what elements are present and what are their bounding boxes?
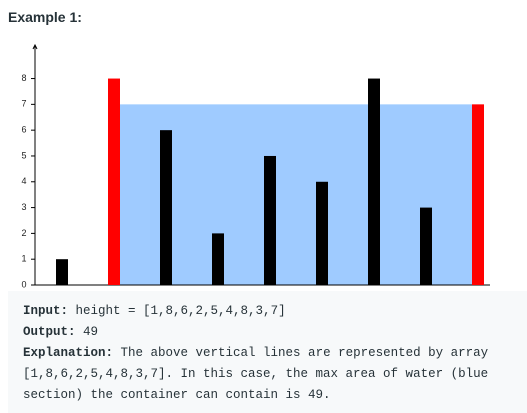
chart: 0 1 2 3 4 5 6 7 8 (21, 43, 490, 289)
heading: Example 1: (8, 9, 82, 25)
y-tick-label: 6 (21, 125, 26, 135)
bar (212, 233, 224, 285)
line: [1,8,6,2,5,4,8,3,7]. In this case, the m… (23, 367, 489, 381)
y-tick-label: 0 (21, 279, 26, 289)
y-tick-label: 7 (21, 99, 26, 109)
line: Output: 49 (23, 322, 527, 343)
bar (160, 130, 172, 285)
text: 49 (83, 325, 99, 339)
label: Output: (23, 325, 76, 339)
water (120, 104, 472, 286)
bar (472, 104, 484, 286)
text: height = [1,8,6,2,5,4,8,3,7] (75, 304, 286, 318)
bar (420, 207, 432, 285)
label: Input: (23, 304, 69, 318)
bar (316, 181, 328, 285)
y-axis-arrow (32, 43, 38, 50)
line: Input: height = [1,8,6,2,5,4,8,3,7] (23, 301, 527, 322)
text: The above vertical lines are represented… (120, 346, 489, 360)
y-tick-label: 5 (21, 150, 26, 160)
bar (56, 259, 68, 285)
bar (108, 78, 120, 285)
line: Explanation: The above vertical lines ar… (23, 343, 527, 364)
y-tick-label: 3 (21, 202, 26, 212)
label: Explanation: (23, 346, 114, 360)
code-block: Input: height = [1,8,6,2,5,4,8,3,7] Outpu… (8, 291, 527, 413)
y-tick-label: 1 (21, 254, 26, 264)
y-tick-label: 4 (21, 176, 26, 186)
bar (368, 78, 380, 285)
bar (264, 155, 276, 285)
line: section) the container can contain is 49… (23, 388, 331, 402)
y-tick-label: 2 (21, 228, 26, 238)
y-tick-label: 8 (21, 73, 26, 83)
